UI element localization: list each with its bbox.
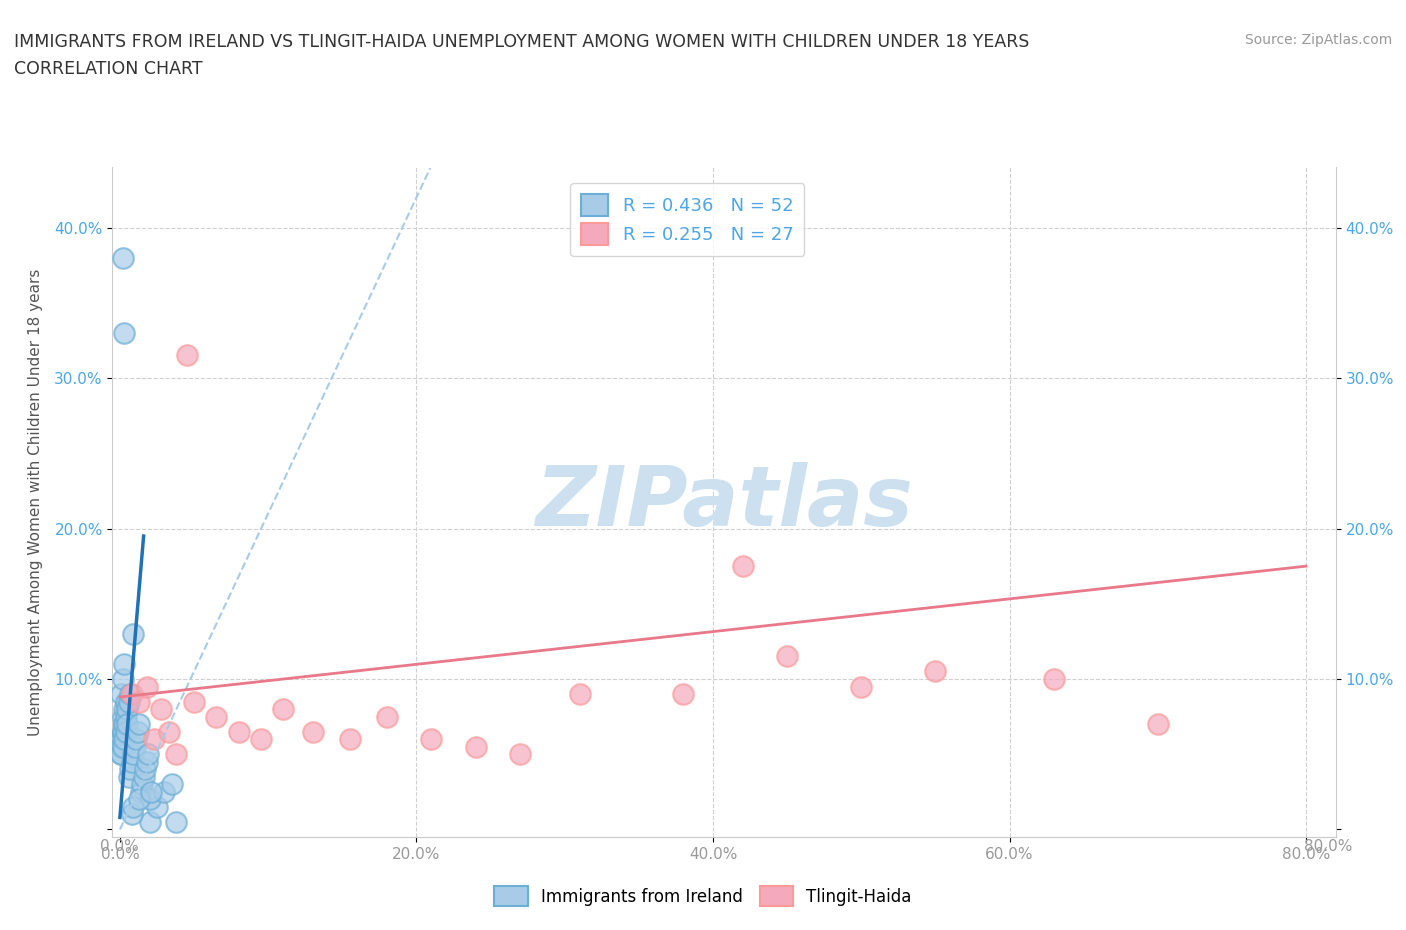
Point xyxy=(122,627,145,642)
Point xyxy=(153,784,176,799)
Point xyxy=(271,701,294,716)
Point xyxy=(122,747,145,762)
Point xyxy=(132,769,155,784)
Text: CORRELATION CHART: CORRELATION CHART xyxy=(14,60,202,78)
Point xyxy=(112,732,135,747)
Point xyxy=(165,815,187,830)
Point xyxy=(110,732,132,747)
Point xyxy=(339,732,361,747)
Point xyxy=(135,679,157,694)
Point xyxy=(128,717,150,732)
Point xyxy=(111,724,134,739)
Point xyxy=(118,769,141,784)
Text: 0.0%: 0.0% xyxy=(100,839,139,854)
Point xyxy=(568,686,591,701)
Point xyxy=(249,732,271,747)
Point xyxy=(111,724,134,739)
Point xyxy=(228,724,250,739)
Point xyxy=(176,348,198,363)
Point xyxy=(111,710,134,724)
Point xyxy=(205,710,228,724)
Point xyxy=(114,694,136,709)
Point xyxy=(124,739,146,754)
Point xyxy=(111,739,134,754)
Point xyxy=(131,777,153,791)
Point xyxy=(672,686,695,701)
Point xyxy=(110,747,132,762)
Point xyxy=(138,815,160,830)
Point xyxy=(851,679,873,694)
Point xyxy=(111,250,134,265)
Point xyxy=(110,739,132,754)
Point xyxy=(464,739,486,754)
Point xyxy=(143,732,166,747)
Text: Source: ZipAtlas.com: Source: ZipAtlas.com xyxy=(1244,33,1392,46)
Point xyxy=(121,754,143,769)
Point xyxy=(117,717,139,732)
Point xyxy=(122,800,145,815)
Point xyxy=(120,762,142,777)
Legend: Immigrants from Ireland, Tlingit-Haida: Immigrants from Ireland, Tlingit-Haida xyxy=(488,880,918,912)
Point xyxy=(112,717,135,732)
Legend: R = 0.436   N = 52, R = 0.255   N = 27: R = 0.436 N = 52, R = 0.255 N = 27 xyxy=(571,183,804,256)
Text: IMMIGRANTS FROM IRELAND VS TLINGIT-HAIDA UNEMPLOYMENT AMONG WOMEN WITH CHILDREN : IMMIGRANTS FROM IRELAND VS TLINGIT-HAIDA… xyxy=(14,33,1029,50)
Point xyxy=(301,724,323,739)
Point xyxy=(112,717,135,732)
Point xyxy=(127,724,149,739)
Point xyxy=(157,724,180,739)
Point xyxy=(1043,671,1066,686)
Point xyxy=(509,747,531,762)
Point xyxy=(160,777,183,791)
Point xyxy=(128,694,150,709)
Point xyxy=(112,326,135,340)
Point xyxy=(111,732,134,747)
Point xyxy=(114,701,136,716)
Point xyxy=(134,762,156,777)
Point xyxy=(121,807,143,822)
Point xyxy=(125,732,148,747)
Point xyxy=(112,701,135,716)
Point xyxy=(110,747,132,762)
Point xyxy=(118,694,141,709)
Point xyxy=(138,792,160,807)
Point xyxy=(114,724,136,739)
Point xyxy=(183,694,205,709)
Text: 80.0%: 80.0% xyxy=(1305,839,1353,854)
Point xyxy=(112,657,135,671)
Point xyxy=(129,784,152,799)
Y-axis label: Unemployment Among Women with Children Under 18 years: Unemployment Among Women with Children U… xyxy=(28,269,44,736)
Point xyxy=(420,732,443,747)
Point xyxy=(375,710,398,724)
Point xyxy=(117,701,139,716)
Point xyxy=(120,686,142,701)
Point xyxy=(114,710,136,724)
Point xyxy=(776,649,799,664)
Point xyxy=(112,717,135,732)
Point xyxy=(111,671,134,686)
Point xyxy=(165,747,187,762)
Point xyxy=(1146,717,1168,732)
Point xyxy=(128,792,150,807)
Point xyxy=(139,784,162,799)
Text: ZIPatlas: ZIPatlas xyxy=(536,461,912,543)
Point xyxy=(150,701,173,716)
Point xyxy=(110,686,132,701)
Point xyxy=(924,664,946,679)
Point xyxy=(146,800,169,815)
Point xyxy=(136,747,159,762)
Point xyxy=(135,754,157,769)
Point xyxy=(121,686,143,701)
Point xyxy=(731,559,754,574)
